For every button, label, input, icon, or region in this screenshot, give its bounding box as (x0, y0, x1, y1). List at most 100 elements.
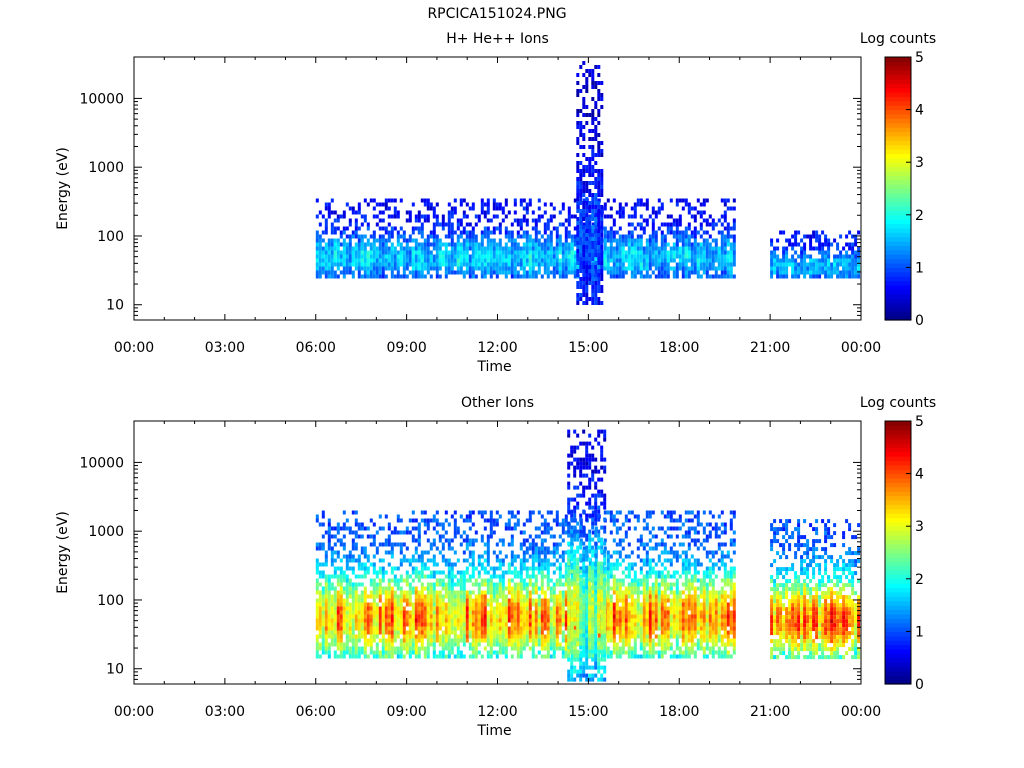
spectrogram-cell (447, 222, 451, 227)
spectrogram-cell (474, 246, 478, 251)
spectrogram-cell (588, 277, 592, 281)
spectrogram-cell (848, 262, 852, 267)
spectrogram-cell (854, 270, 858, 275)
spectrogram-cell (330, 242, 334, 247)
spectrogram-cell (809, 262, 813, 267)
spectrogram-cell (543, 270, 547, 275)
spectrogram-cell (327, 250, 331, 255)
spectrogram-cell (480, 242, 484, 247)
spectrogram-cell (528, 614, 532, 619)
spectrogram-cell (438, 550, 442, 555)
spectrogram-cell (489, 238, 493, 243)
spectrogram-cell (522, 270, 526, 275)
spectrogram-cell (513, 558, 517, 563)
spectrogram-cell (564, 650, 568, 655)
spectrogram-cell (579, 285, 583, 289)
spectrogram-cell (567, 262, 571, 267)
spectrogram-cell (591, 109, 595, 113)
spectrogram-cell (351, 566, 355, 571)
spectrogram-cell (654, 214, 658, 219)
spectrogram-cell (423, 202, 427, 207)
spectrogram-cell (456, 250, 460, 255)
spectrogram-cell (381, 210, 385, 215)
spectrogram-cell (342, 254, 346, 259)
spectrogram-cell (507, 210, 511, 215)
spectrogram-cell (597, 181, 601, 185)
spectrogram-cell (714, 242, 718, 247)
spectrogram-cell (791, 258, 795, 263)
y-tick-label: 10000 (79, 91, 124, 107)
spectrogram-cell (654, 246, 658, 251)
spectrogram-cell (561, 518, 565, 523)
spectrogram-cell (474, 234, 478, 239)
spectrogram-cell (393, 266, 397, 271)
spectrogram-cell (492, 518, 496, 523)
spectrogram-cell (375, 582, 379, 587)
spectrogram-cell (465, 618, 469, 623)
spectrogram-cell (630, 250, 634, 255)
spectrogram-cell (324, 250, 328, 255)
spectrogram-cell (396, 614, 400, 619)
spectrogram-cell (360, 646, 364, 651)
spectrogram-cell (438, 266, 442, 271)
spectrogram-cell (594, 269, 598, 273)
spectrogram-cell (534, 262, 538, 267)
spectrogram-cell (779, 274, 783, 279)
spectrogram-cell (381, 558, 385, 563)
spectrogram-cell (384, 550, 388, 555)
spectrogram-cell (366, 558, 370, 563)
spectrogram-cell (426, 206, 430, 211)
spectrogram-cell (339, 230, 343, 235)
spectrogram-cell (348, 270, 352, 275)
spectrogram-cell (399, 642, 403, 647)
spectrogram-cell (432, 602, 436, 607)
spectrogram-cell (456, 238, 460, 243)
spectrogram-cell (708, 250, 712, 255)
spectrogram-cell (630, 234, 634, 239)
spectrogram-cell (657, 250, 661, 255)
spectrogram-cell (351, 634, 355, 639)
spectrogram-cell (468, 630, 472, 635)
spectrogram-cell (387, 610, 391, 615)
spectrogram-cell (639, 270, 643, 275)
spectrogram-cell (627, 222, 631, 227)
spectrogram-cell (384, 650, 388, 655)
spectrogram-cell (426, 250, 430, 255)
spectrogram-cell (531, 550, 535, 555)
spectrogram-cell (366, 602, 370, 607)
spectrogram-cell (477, 614, 481, 619)
spectrogram-cell (582, 137, 586, 141)
spectrogram-cell (378, 202, 382, 207)
spectrogram-cell (729, 258, 733, 263)
spectrogram-cell (462, 654, 466, 659)
spectrogram-cell (525, 574, 529, 579)
spectrogram-cell (342, 590, 346, 595)
spectrogram-cell (438, 578, 442, 583)
spectrogram-cell (794, 258, 798, 263)
spectrogram-cell (474, 242, 478, 247)
spectrogram-cell (797, 242, 801, 247)
spectrogram-cell (327, 266, 331, 271)
spectrogram-cell (696, 270, 700, 275)
spectrogram-cell (480, 258, 484, 263)
spectrogram-cell (456, 258, 460, 263)
spectrogram-cell (537, 262, 541, 267)
spectrogram-cell (507, 250, 511, 255)
spectrogram-cell (315, 558, 319, 563)
spectrogram-cell (420, 242, 424, 247)
spectrogram-cell (522, 566, 526, 571)
spectrogram-cell (456, 530, 460, 535)
spectrogram-cell (543, 518, 547, 523)
spectrogram-cell (483, 518, 487, 523)
spectrogram-cell (636, 258, 640, 263)
spectrogram-cell (648, 266, 652, 271)
spectrogram-cell (402, 590, 406, 595)
spectrogram-cell (363, 610, 367, 615)
spectrogram-cell (546, 570, 550, 575)
spectrogram-cell (435, 530, 439, 535)
spectrogram-cell (453, 510, 457, 515)
spectrogram-cell (597, 301, 601, 305)
spectrogram-cell (357, 574, 361, 579)
spectrogram-cell (591, 225, 595, 229)
spectrogram-cell (321, 214, 325, 219)
